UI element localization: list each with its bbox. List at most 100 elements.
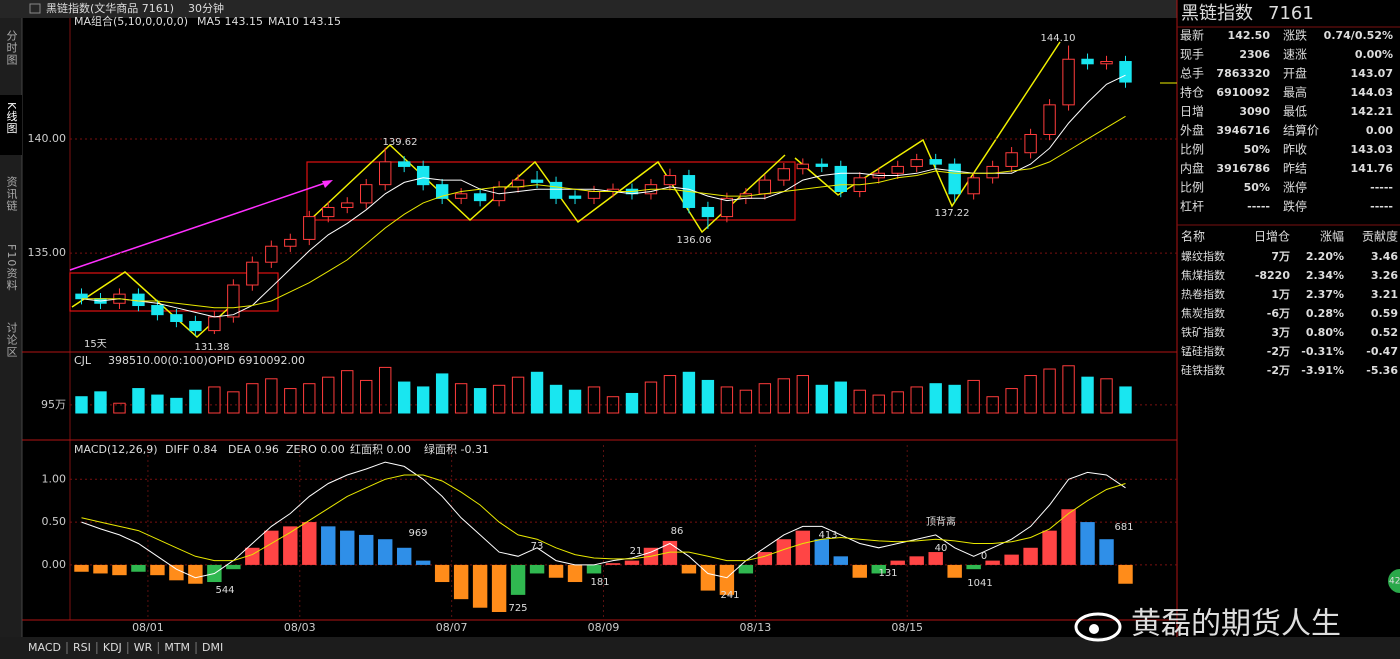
side-tab[interactable]: 讨论区 [5, 322, 18, 358]
quote-value: 3946716 [1216, 124, 1270, 137]
volume-bar [644, 381, 658, 414]
quote-label: 开盘 [1283, 66, 1307, 81]
table-cell: -2万 [1267, 364, 1290, 377]
macd-bar [795, 530, 811, 565]
macd-annotation: 1041 [967, 578, 992, 589]
volume-bar [568, 389, 582, 414]
candle-body [701, 206, 715, 218]
volume-bar [473, 388, 487, 414]
table-header: 名称 [1181, 229, 1205, 244]
quote-label: 昨结 [1283, 162, 1307, 176]
candle-body [473, 193, 487, 202]
table-cell: 0.28% [1306, 307, 1344, 320]
indicator-tab[interactable]: MTM [164, 641, 190, 654]
macd-bar [1004, 554, 1019, 565]
quote-label: 现手 [1180, 48, 1204, 62]
side-tab[interactable]: 资讯链 [5, 176, 18, 212]
table-cell: -3.91% [1301, 364, 1344, 377]
y-tick-label: 135.00 [28, 246, 67, 259]
volume-bar [379, 366, 392, 414]
macd-annotation: 131 [878, 568, 897, 579]
quote-value: ----- [1370, 181, 1393, 194]
macd-annotation: 73 [531, 541, 544, 552]
table-cell[interactable]: 螺纹指数 [1181, 249, 1225, 263]
table-cell[interactable]: 铁矿指数 [1181, 325, 1225, 339]
table-cell[interactable]: 焦煤指数 [1181, 268, 1225, 282]
candle-body [265, 245, 278, 263]
side-bar [0, 18, 22, 637]
table-cell: 7万 [1271, 250, 1290, 263]
volume-bar [227, 391, 240, 414]
indicator-tab[interactable]: DMI [202, 641, 223, 654]
candle-body [511, 179, 525, 188]
macd-annotation: 21 [630, 546, 643, 557]
volume-bar [360, 379, 373, 414]
volume-bar [454, 383, 468, 414]
volume-header: CJL [74, 354, 92, 367]
volume-bar [492, 384, 506, 414]
table-cell[interactable]: 锰硅指数 [1181, 344, 1225, 358]
macd-bar [605, 563, 621, 565]
volume-bar [872, 394, 885, 414]
macd-bar [1023, 547, 1038, 565]
macd-bar [776, 539, 792, 565]
quote-value: 50% [1244, 181, 1270, 194]
price-annotation: 15天 [84, 339, 107, 350]
candle-body [189, 320, 202, 332]
macd-bar [340, 530, 355, 565]
quote-value: ----- [1370, 200, 1393, 213]
macd-annotation: 969 [408, 528, 427, 539]
candle-body [1043, 104, 1056, 135]
quote-value: 141.76 [1351, 162, 1394, 175]
table-cell: 0.80% [1306, 326, 1344, 339]
macd-bar [624, 560, 640, 565]
indicator-tab[interactable]: MACD [28, 641, 61, 654]
period-selector[interactable]: 30分钟 [188, 1, 224, 15]
side-tab[interactable]: F10资料 [5, 244, 18, 291]
arrow-head [322, 180, 333, 188]
instrument-title: 黑链指数(文华商品 7161) [46, 1, 174, 15]
volume-bar [435, 373, 449, 414]
indicator-tab[interactable]: WR [134, 641, 153, 654]
table-cell[interactable]: 焦炭指数 [1181, 306, 1225, 320]
macd-header: ZERO 0.00 [286, 443, 345, 456]
table-cell: 3万 [1271, 326, 1290, 339]
candle-body [132, 293, 145, 307]
badge[interactable] [1388, 569, 1400, 593]
candle-body [549, 181, 563, 199]
quote-label: 比例 [1180, 181, 1204, 195]
macd-bar [928, 552, 943, 565]
volume-bar [682, 371, 696, 414]
volume-bar [853, 389, 866, 414]
volume-bar [189, 389, 202, 414]
candle-body [227, 284, 240, 318]
ma-line [81, 74, 1126, 318]
candle-body [284, 238, 297, 247]
volume-bar [948, 384, 961, 414]
side-tab[interactable]: 分时图 [5, 30, 18, 66]
bottom-bar [0, 637, 1400, 659]
volume-bar [397, 381, 411, 414]
candle-body [1005, 152, 1018, 167]
table-header: 涨幅 [1320, 229, 1344, 244]
macd-bar [510, 564, 526, 595]
candle-body [815, 163, 828, 167]
indicator-tab[interactable]: RSI [73, 641, 91, 654]
side-tab[interactable]: K线图 [5, 102, 18, 134]
macd-bar [112, 564, 127, 576]
macd-annotation: 544 [215, 585, 234, 596]
quote-value: 144.03 [1351, 86, 1393, 99]
volume-bar [1119, 386, 1132, 414]
table-cell[interactable]: 热卷指数 [1181, 287, 1225, 301]
indicator-tab[interactable]: KDJ [103, 641, 122, 654]
quote-label: 涨跌 [1283, 28, 1307, 43]
macd-bar [947, 564, 962, 578]
candle-body [397, 161, 411, 167]
badge-label[interactable]: 42 [1389, 577, 1400, 587]
candle-body [834, 165, 847, 193]
table-cell: 2.34% [1306, 269, 1344, 282]
macd-bar [1099, 539, 1114, 565]
table-cell[interactable]: 硅铁指数 [1181, 363, 1225, 377]
quote-label: 最低 [1283, 105, 1307, 119]
